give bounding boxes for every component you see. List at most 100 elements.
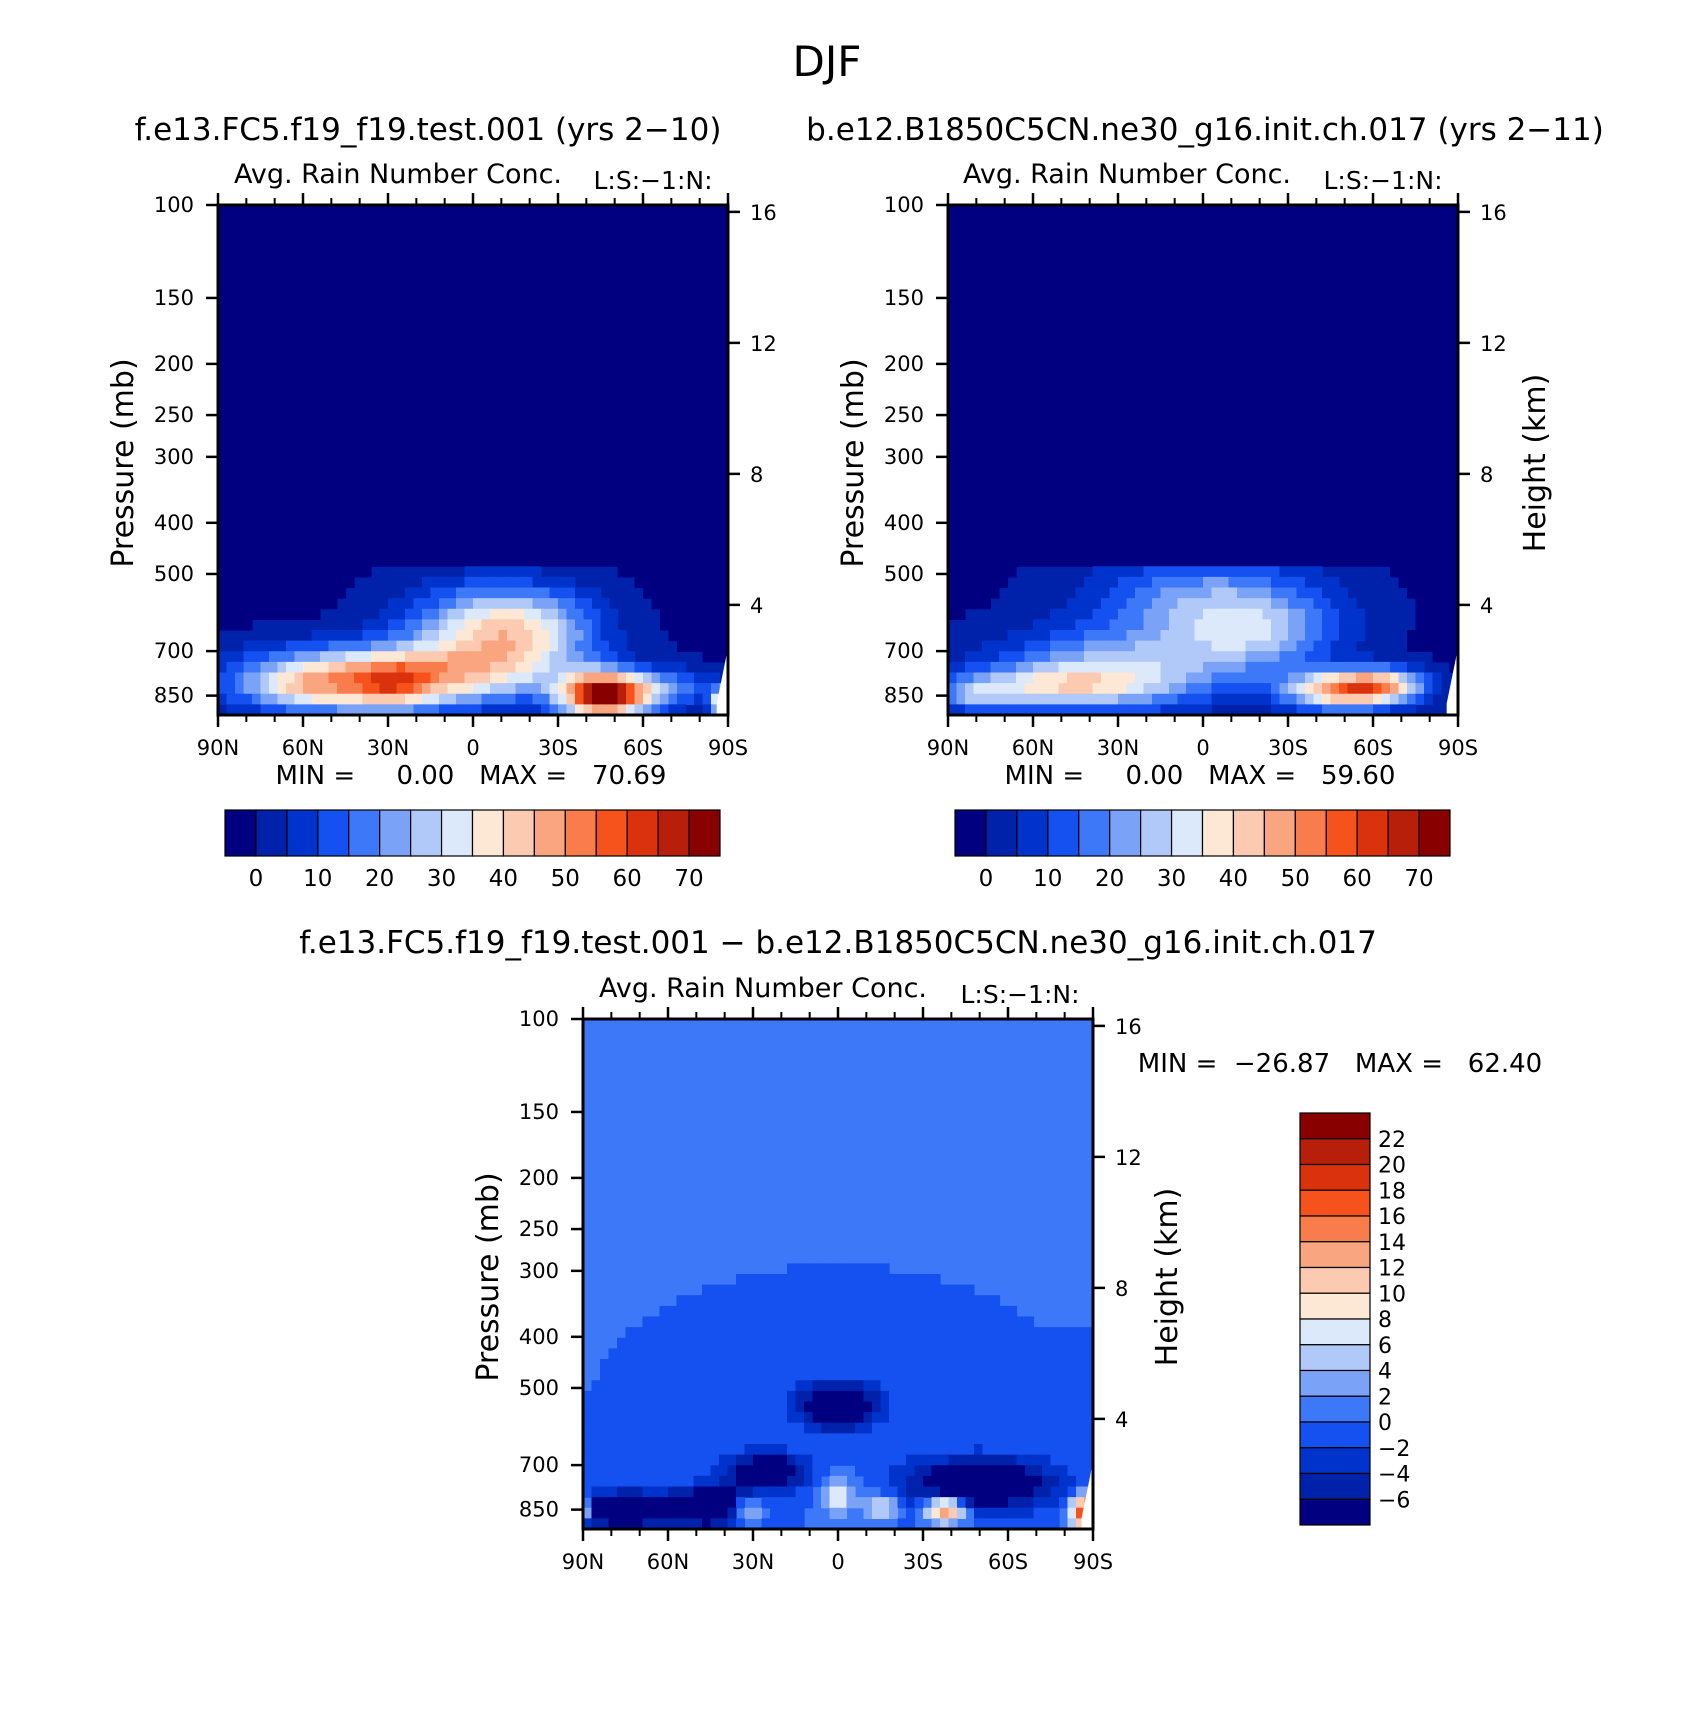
contour-cell bbox=[328, 555, 338, 567]
contour-cell bbox=[447, 311, 457, 323]
contour-cell bbox=[965, 502, 975, 514]
contour-cell bbox=[549, 502, 559, 514]
contour-cell bbox=[956, 576, 966, 589]
contour-cell bbox=[956, 332, 966, 344]
contour-cell bbox=[413, 587, 423, 599]
contour-cell bbox=[1186, 226, 1196, 238]
contour-cell bbox=[609, 205, 619, 217]
contour-cell bbox=[719, 513, 729, 525]
contour-cell bbox=[320, 651, 330, 663]
contour-cell bbox=[694, 598, 704, 610]
contour-cell bbox=[1211, 438, 1221, 450]
contour-cell bbox=[345, 205, 355, 217]
contour-cell bbox=[1237, 396, 1247, 408]
contour-cell bbox=[719, 651, 729, 663]
contour-cell bbox=[1356, 438, 1366, 450]
contour-cell bbox=[243, 226, 253, 238]
contour-cell bbox=[600, 460, 610, 472]
contour-cell bbox=[1160, 375, 1170, 387]
contour-cell bbox=[481, 661, 491, 674]
contour-cell bbox=[1101, 300, 1111, 312]
contour-cell bbox=[498, 460, 508, 472]
contour-cell bbox=[1084, 438, 1094, 450]
contour-cell bbox=[1245, 385, 1255, 397]
contour-cell bbox=[1084, 406, 1094, 419]
contour-cell bbox=[1101, 385, 1111, 397]
contour-cell bbox=[1211, 566, 1221, 578]
contour-cell bbox=[1194, 258, 1204, 270]
contour-cell bbox=[1169, 555, 1179, 567]
contour-cell bbox=[685, 300, 695, 312]
contour-cell bbox=[252, 321, 262, 334]
contour-cell bbox=[1177, 502, 1187, 514]
contour-cell bbox=[524, 226, 534, 238]
contour-cell bbox=[532, 545, 542, 557]
contour-cell bbox=[651, 300, 661, 312]
contour-cell bbox=[1407, 290, 1417, 302]
contour-cell bbox=[532, 481, 542, 493]
contour-cell bbox=[396, 651, 406, 663]
contour-cell bbox=[1305, 364, 1315, 376]
contour-cell bbox=[345, 545, 355, 557]
contour-cell bbox=[592, 321, 602, 334]
contour-cell bbox=[1118, 491, 1128, 504]
contour-cell bbox=[303, 534, 313, 546]
contour-cell bbox=[1330, 513, 1340, 525]
contour-cell bbox=[685, 449, 695, 461]
contour-cell bbox=[388, 279, 398, 291]
contour-cell bbox=[1262, 460, 1272, 472]
contour-cell bbox=[439, 534, 449, 546]
contour-cell bbox=[592, 396, 602, 408]
contour-cell bbox=[685, 268, 695, 280]
contour-cell bbox=[1288, 332, 1298, 344]
contour-cell bbox=[456, 534, 466, 546]
contour-cell bbox=[1322, 353, 1332, 365]
contour-cell bbox=[600, 290, 610, 302]
contour-cell bbox=[362, 236, 372, 249]
contour-cell bbox=[541, 555, 551, 567]
contour-cell bbox=[269, 438, 279, 450]
contour-cell bbox=[396, 375, 406, 387]
contour-cell bbox=[1220, 364, 1230, 376]
contour-cell bbox=[711, 470, 721, 482]
contour-cell bbox=[600, 481, 610, 493]
contour-cell bbox=[1424, 460, 1434, 472]
contour-cell bbox=[388, 534, 398, 546]
contour-cell bbox=[277, 449, 287, 461]
contour-cell bbox=[337, 279, 347, 291]
contour-cell bbox=[694, 481, 704, 493]
contour-cell bbox=[473, 311, 483, 323]
contour-cell bbox=[1364, 364, 1374, 376]
contour-cell bbox=[1407, 332, 1417, 344]
contour-cell bbox=[1101, 428, 1111, 440]
contour-cell bbox=[1373, 502, 1383, 514]
contour-cell bbox=[1373, 290, 1383, 302]
contour-cell bbox=[1313, 417, 1323, 429]
contour-cell bbox=[575, 470, 585, 482]
contour-cell bbox=[549, 417, 559, 429]
contour-cell bbox=[294, 406, 304, 419]
contour-cell bbox=[294, 438, 304, 450]
contour-cell bbox=[388, 672, 398, 684]
contour-cell bbox=[320, 258, 330, 270]
contour-cell bbox=[990, 311, 1000, 323]
contour-cell bbox=[294, 672, 304, 684]
contour-cell bbox=[1075, 215, 1085, 227]
contour-cell bbox=[498, 693, 508, 705]
contour-cell bbox=[1356, 364, 1366, 376]
contour-cell bbox=[447, 406, 457, 419]
contour-cell bbox=[269, 513, 279, 525]
contour-cell bbox=[1373, 205, 1383, 217]
contour-cell bbox=[405, 630, 415, 642]
contour-cell bbox=[456, 215, 466, 227]
contour-cell bbox=[1271, 236, 1281, 249]
contour-cell bbox=[999, 513, 1009, 525]
contour-cell bbox=[1024, 353, 1034, 365]
contour-cell bbox=[498, 268, 508, 280]
contour-cell bbox=[1390, 205, 1400, 217]
contour-cell bbox=[532, 438, 542, 450]
contour-cell bbox=[1024, 385, 1034, 397]
contour-cell bbox=[668, 300, 678, 312]
contour-cell bbox=[1398, 406, 1408, 419]
contour-cell bbox=[609, 406, 619, 419]
